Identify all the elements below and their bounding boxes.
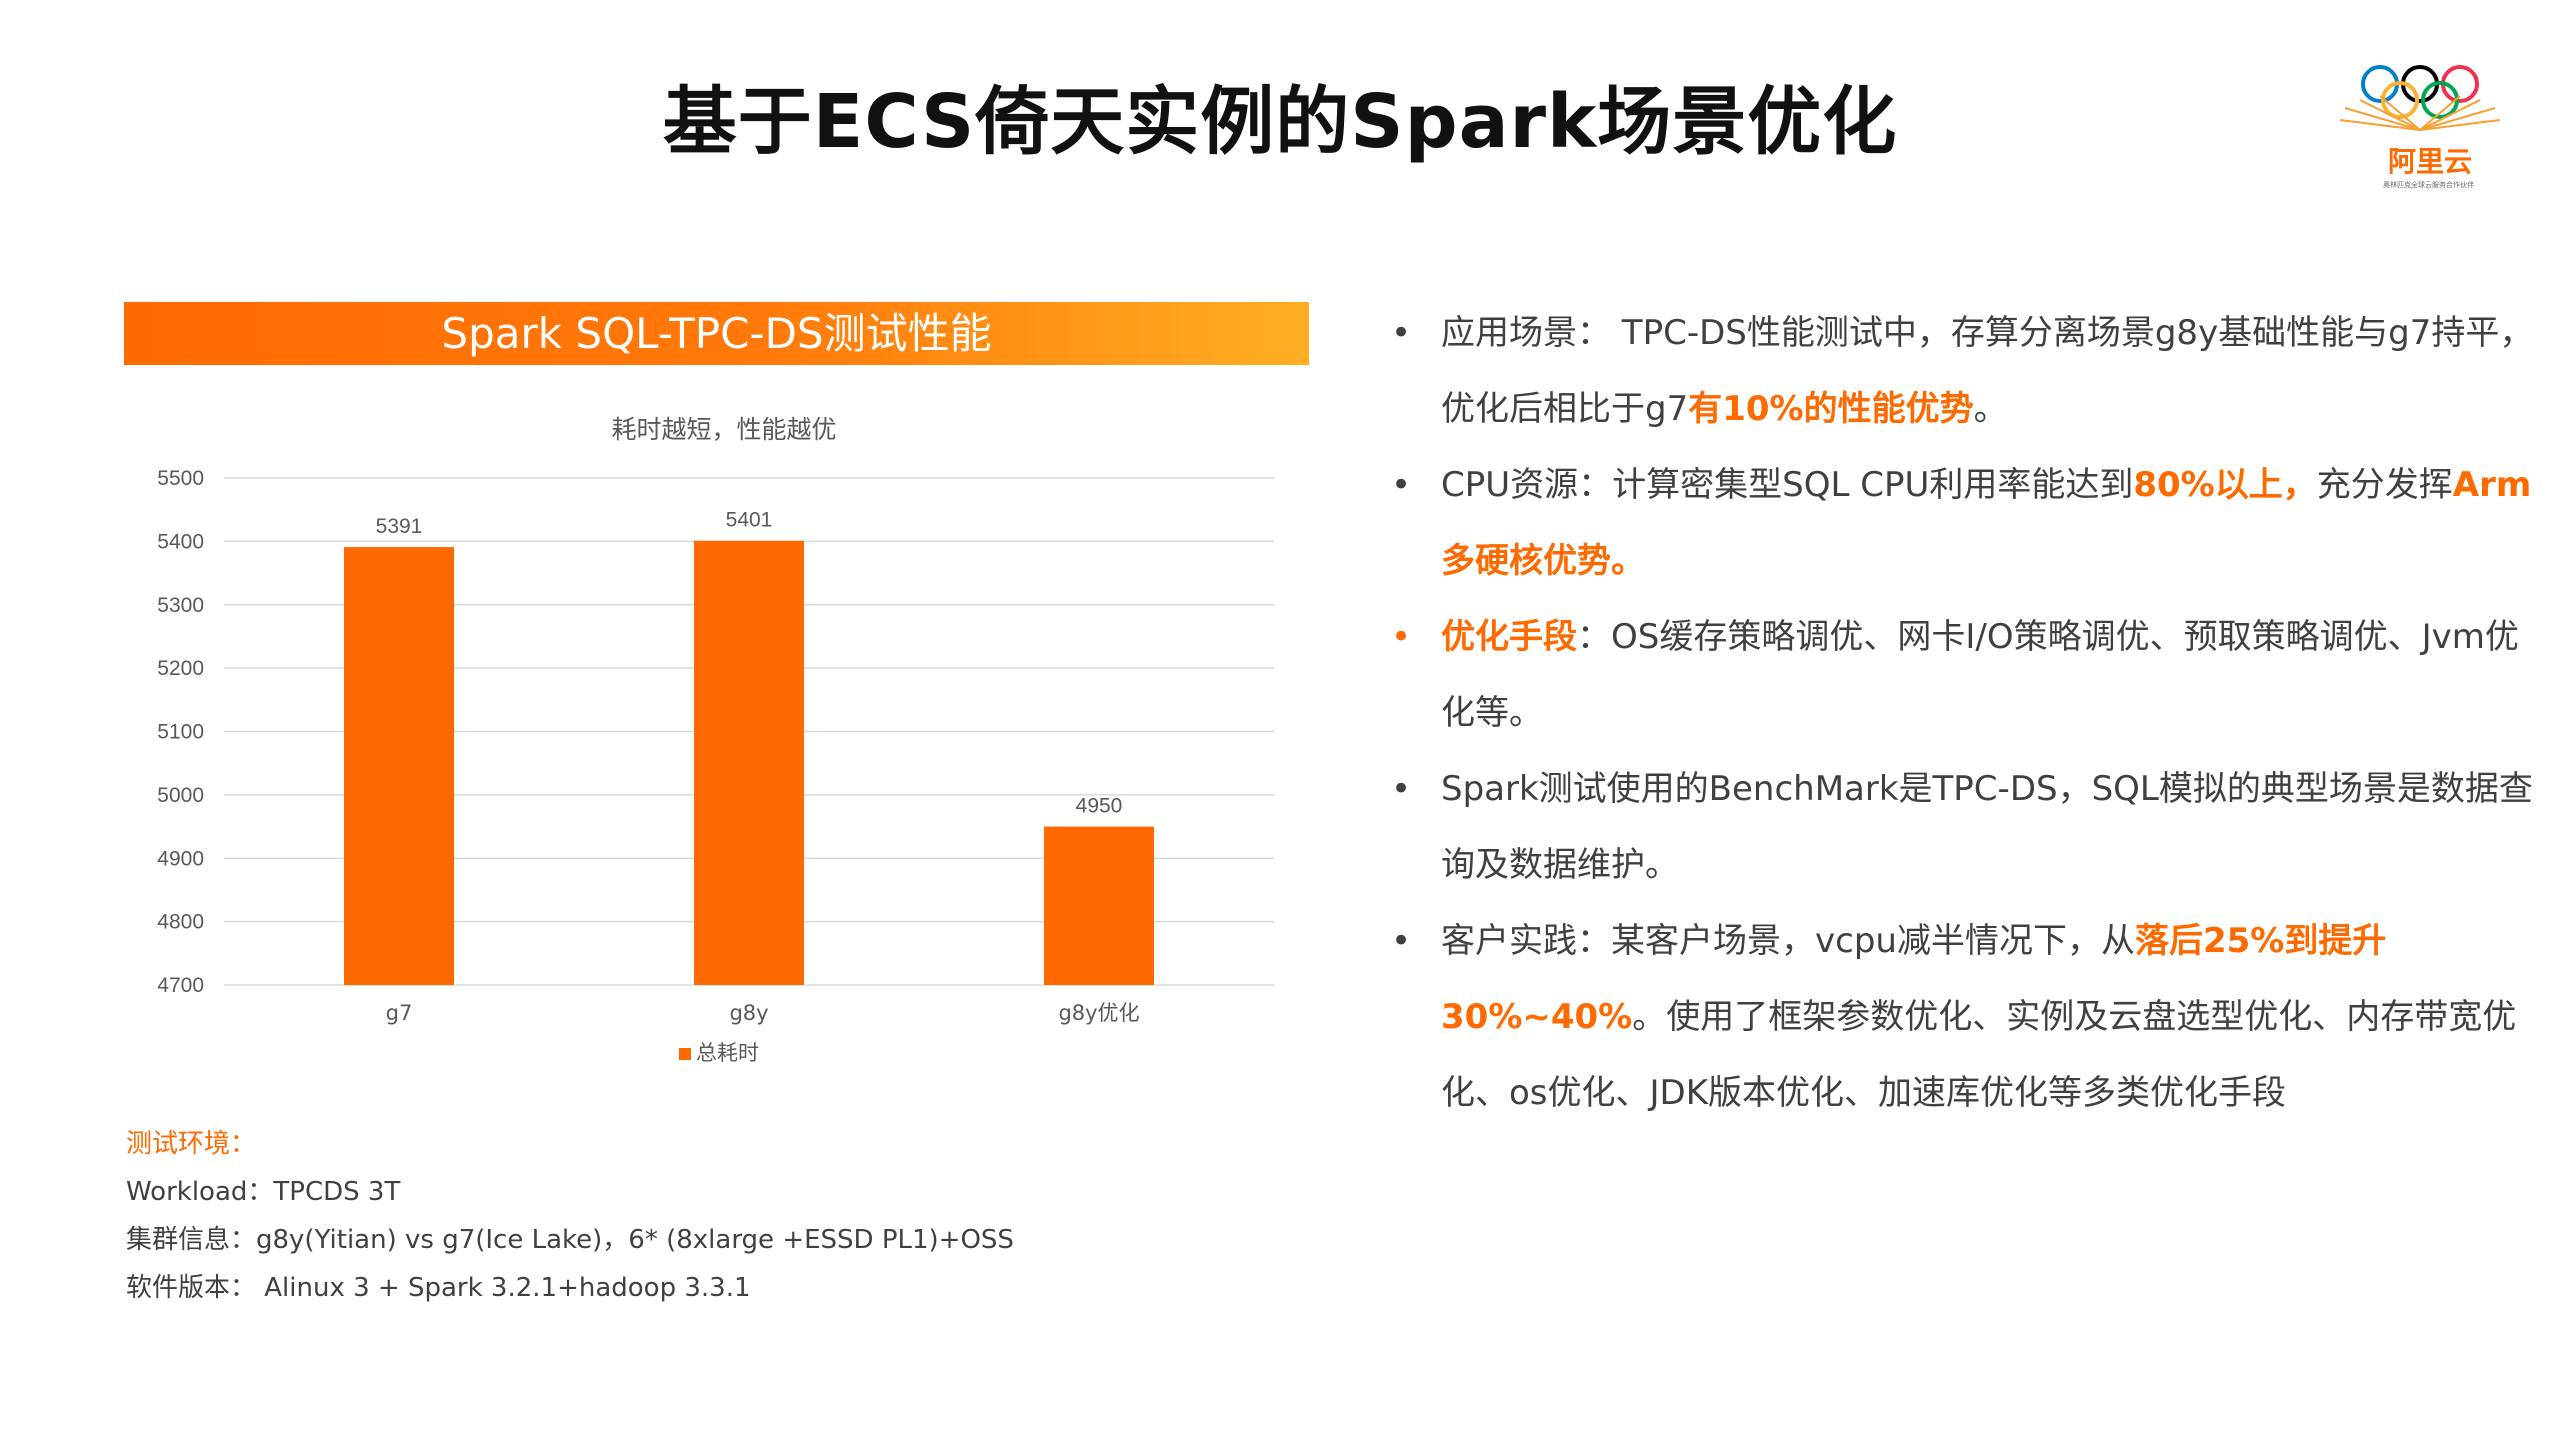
bullet-text-segment: 落后25%到提升30%~40% [1441,921,2387,1037]
page-title: 基于ECS倚天实例的Spark场景优化 [662,79,1898,165]
bar-chart: 耗时越短，性能越优 4700 4800 4900 5000 5100 5200 5300 540… [157,415,1274,1065]
bullet-item: • 应用场景： TPC-DS性能测试中，存算分离场景g8y基础性能与g7持平，优化… [1385,295,2545,447]
data-label: 4950 [1076,795,1123,818]
chart-banner-title: Spark SQL-TPC-DS测试性能 [124,302,1309,365]
bullet-dot-icon: • [1391,921,1412,961]
env-line-software: 软件版本： Alinux 3 + Spark 3.2.1+hadoop 3.3.… [126,1273,751,1303]
y-tick-label: 4800 [157,911,204,934]
legend-swatch [679,1048,691,1060]
bullet-text-segment: 。 [1973,389,2008,429]
bar [694,540,804,985]
y-tick-label: 4900 [157,847,204,870]
data-label: 5391 [376,515,423,538]
y-tick-label: 5200 [157,657,204,680]
bullet-text-segment: 80%以上， [2133,465,2317,505]
bullet-text-segment: 。使用了框架参数优化、实例及云盘选型优化、内存带宽优化、os优化、JDK版本优化… [1441,997,2517,1113]
bullet-item: • 客户实践：某客户场景，vcpu减半情况下，从落后25%到提升30%~40%。使… [1385,903,2545,1131]
env-line-workload: Workload：TPCDS 3T [126,1177,401,1207]
bullet-dot-icon: • [1391,313,1412,353]
olympic-rings-icon [2339,65,2501,131]
bullet-item: • 优化手段：OS缓存策略调优、网卡I/O策略调优、预取策略调优、Jvm优化等。 [1385,599,2545,751]
env-title: 测试环境： [126,1129,257,1159]
bullet-text-segment: 应用场景： TPC-DS性能测试中，存算分离场景g8y基础性能与g7持平，优化后… [1441,313,2534,429]
chart-title: 耗时越短，性能越优 [611,415,836,444]
bullet-item: • Spark测试使用的BenchMark是TPC-DS，SQL模拟的典型场景是数… [1385,751,2545,903]
bullet-text-segment: 优化手段 [1441,617,1577,657]
bar [1044,826,1154,985]
y-tick-label: 4700 [157,974,204,997]
legend-label: 总耗时 [696,1041,759,1065]
y-tick-label: 5400 [157,530,204,553]
bullet-text-segment: ：OS缓存策略调优、网卡I/O策略调优、预取策略调优、Jvm优化等。 [1441,617,2519,733]
data-label: 5401 [726,509,773,532]
y-tick-label: 5000 [157,784,204,807]
bullet-dot-icon: • [1391,617,1412,657]
bullet-text-segment: CPU资源：计算密集型SQL CPU利用率能达到 [1441,465,2134,505]
x-tick-label: g7 [386,1001,413,1025]
bullet-dot-icon: • [1391,465,1412,505]
env-line-cluster: 集群信息：g8y(Yitian) vs g7(Ice Lake)，6* (8xl… [126,1225,1014,1255]
y-tick-label: 5500 [157,467,204,490]
bullet-text-segment: 客户实践：某客户场景，vcpu减半情况下，从 [1441,921,2135,961]
logo-slogan: 奥林匹克全球云服务合作伙伴 [2383,181,2474,189]
y-tick-label: 5300 [157,594,204,617]
y-tick-label: 5100 [157,721,204,744]
bullet-text-segment: 有10%的性能优势 [1688,389,1974,429]
test-environment: 测试环境： Workload：TPCDS 3T 集群信息：g8y(Yitian)… [126,1120,1014,1312]
bullet-text-segment: Arm多硬核优势。 [1441,465,2532,581]
bullet-text-segment: Spark测试使用的BenchMark是TPC-DS，SQL模拟的典型场景是数据… [1441,769,2533,885]
bullet-item: • CPU资源：计算密集型SQL CPU利用率能达到80%以上，充分发挥Arm多硬… [1385,447,2545,599]
x-tick-label: g8y优化 [1058,1001,1139,1025]
bar [344,547,454,985]
bullet-list: • 应用场景： TPC-DS性能测试中，存算分离场景g8y基础性能与g7持平，优化… [1385,295,2545,1131]
aliyun-logo-text: 阿里云 [2388,145,2473,178]
bullet-text-segment: 充分发挥 [2316,465,2453,505]
x-tick-label: g8y [729,1001,768,1025]
bullet-dot-icon: • [1391,769,1412,809]
